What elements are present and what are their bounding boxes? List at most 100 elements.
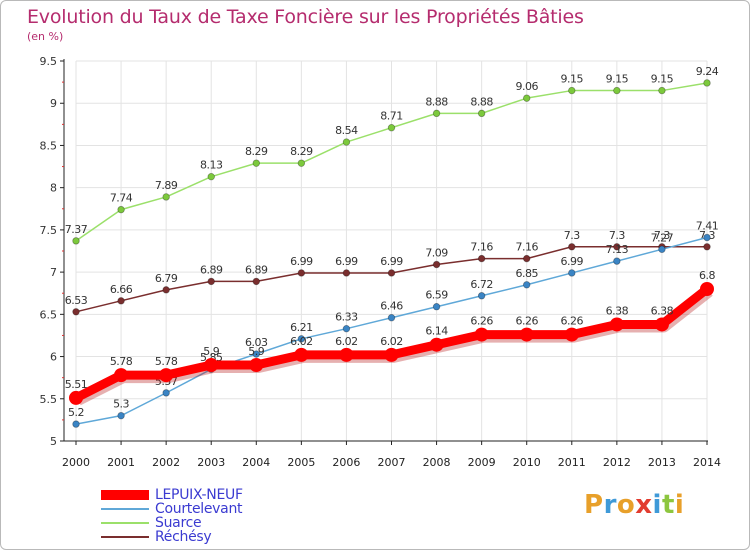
data-point-r-ch-sy — [297, 269, 306, 277]
x-tick-label: 2009 — [468, 456, 496, 469]
data-point-suarce — [207, 172, 215, 181]
legend-swatch — [101, 490, 149, 500]
legend-label: Courtelevant — [155, 501, 243, 517]
data-label-r-ch-sy: 6.99 — [290, 255, 313, 268]
data-label-r-ch-sy: 7.3 — [654, 229, 670, 242]
data-point-courtelevant — [523, 281, 531, 289]
data-label-suarce: 7.37 — [65, 223, 88, 236]
data-point-courtelevant — [342, 324, 351, 333]
y-tick-label: 5 — [50, 435, 57, 448]
data-label-courtelevant: 6.99 — [561, 255, 584, 268]
data-label-suarce: 9.06 — [515, 80, 538, 93]
data-label-courtelevant: 6.33 — [335, 311, 358, 324]
data-label-lepuix-neuf: 6.02 — [380, 335, 403, 348]
data-point-r-ch-sy — [342, 269, 351, 277]
legend-label: Suarce — [155, 515, 202, 531]
data-label-suarce: 7.89 — [155, 179, 178, 192]
data-label-r-ch-sy: 6.79 — [155, 272, 178, 285]
logo-letter: r — [603, 490, 617, 520]
data-label-suarce: 8.29 — [245, 145, 268, 158]
data-label-suarce: 9.15 — [651, 73, 674, 86]
data-point-courtelevant — [568, 269, 576, 277]
data-label-lepuix-neuf: 5.78 — [155, 355, 178, 368]
data-point-lepuix-neuf — [204, 358, 219, 372]
data-label-courtelevant: 7.27 — [651, 231, 674, 244]
data-label-courtelevant: 6.85 — [515, 267, 538, 280]
data-label-r-ch-sy: 6.99 — [335, 255, 358, 268]
y-tick-label: 8.5 — [40, 139, 58, 152]
data-label-courtelevant: 7.41 — [696, 219, 719, 232]
data-point-suarce — [117, 205, 125, 214]
chart-subtitle: (en %) — [27, 30, 64, 43]
x-tick-label: 2010 — [513, 456, 541, 469]
data-label-r-ch-sy: 7.3 — [609, 229, 625, 242]
x-tick-label: 2002 — [152, 456, 180, 469]
logo-letter: t — [661, 490, 675, 520]
data-point-lepuix-neuf — [249, 358, 264, 372]
data-label-courtelevant: 6.21 — [290, 321, 313, 334]
data-label-lepuix-neuf: 5.78 — [110, 355, 133, 368]
data-point-r-ch-sy — [207, 277, 215, 286]
data-point-courtelevant — [432, 303, 441, 311]
logo-letter: P — [584, 490, 604, 520]
logo-letter: i — [652, 490, 662, 520]
data-label-lepuix-neuf: 6.02 — [335, 335, 358, 348]
data-label-suarce: 8.88 — [470, 95, 493, 108]
x-tick-label: 2001 — [107, 456, 135, 469]
data-point-suarce — [342, 138, 351, 146]
data-label-lepuix-neuf: 6.26 — [515, 315, 538, 328]
logo-letter: i — [674, 490, 685, 520]
data-label-r-ch-sy: 6.89 — [200, 263, 223, 276]
data-point-courtelevant — [72, 420, 80, 428]
data-point-suarce — [432, 109, 441, 118]
y-tick-label: 8 — [50, 182, 57, 195]
legend-swatch — [101, 536, 149, 538]
data-label-suarce: 8.71 — [380, 110, 403, 123]
data-label-suarce: 8.88 — [425, 95, 448, 108]
data-label-r-ch-sy: 6.89 — [245, 263, 268, 276]
data-point-r-ch-sy — [117, 297, 125, 305]
data-point-suarce — [162, 193, 170, 201]
data-point-courtelevant — [387, 314, 396, 322]
x-tick-label: 2003 — [197, 456, 225, 469]
data-point-r-ch-sy — [252, 277, 260, 286]
data-label-lepuix-neuf: 6.38 — [651, 304, 674, 317]
data-label-lepuix-neuf: 6.38 — [606, 304, 629, 317]
x-tick-label: 2004 — [242, 456, 270, 469]
data-point-lepuix-neuf — [384, 347, 399, 362]
data-point-suarce — [613, 86, 621, 95]
data-point-suarce — [703, 79, 711, 87]
data-label-lepuix-neuf: 5.51 — [65, 378, 88, 391]
data-point-lepuix-neuf — [429, 337, 444, 352]
x-tick-label: 2012 — [603, 456, 631, 469]
data-point-lepuix-neuf — [114, 368, 129, 383]
data-point-suarce — [297, 159, 306, 167]
x-tick-label: 2007 — [378, 456, 406, 469]
data-label-courtelevant: 6.46 — [380, 300, 403, 313]
y-tick-label: 7 — [50, 266, 57, 279]
legend-swatch — [101, 508, 149, 510]
data-point-courtelevant — [613, 257, 621, 265]
data-label-r-ch-sy: 7.16 — [470, 241, 493, 254]
data-point-courtelevant — [477, 292, 486, 300]
data-point-r-ch-sy — [387, 269, 396, 277]
data-label-r-ch-sy: 6.66 — [110, 283, 133, 296]
data-point-lepuix-neuf — [609, 317, 624, 332]
y-tick-label: 9.5 — [40, 55, 58, 68]
data-label-suarce: 7.74 — [110, 192, 133, 205]
data-label-r-ch-sy: 6.99 — [380, 255, 403, 268]
y-tick-label: 6 — [50, 351, 57, 364]
data-point-lepuix-neuf — [519, 327, 534, 342]
data-label-r-ch-sy: 7.16 — [515, 241, 538, 254]
y-tick-label: 5.5 — [40, 393, 58, 406]
data-point-lepuix-neuf — [294, 347, 309, 362]
data-point-suarce — [477, 109, 486, 118]
data-point-courtelevant — [658, 245, 666, 254]
data-point-r-ch-sy — [703, 243, 711, 251]
data-point-courtelevant — [162, 389, 170, 397]
legend-label: Réchésy — [155, 529, 212, 545]
data-point-courtelevant — [703, 233, 711, 242]
data-label-lepuix-neuf: 5.9 — [248, 345, 264, 358]
